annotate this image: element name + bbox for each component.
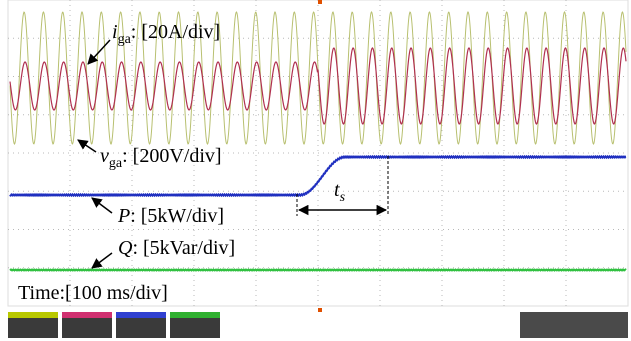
channel-tag (8, 312, 58, 318)
p-label: P: [5kW/div] (117, 205, 224, 227)
oscilloscope-screenshot: iga: [20A/div] vga: [200V/div] P: [5kW/d… (0, 0, 631, 341)
scale: : [5kVar/div] (132, 237, 235, 259)
symbol: Q (118, 237, 133, 259)
q-label: Q: [5kVar/div] (118, 237, 235, 259)
channel-tag (116, 312, 166, 318)
subscript: s (340, 190, 346, 205)
scale: : [200V/div] (122, 145, 221, 167)
trigger-marker (318, 308, 322, 312)
symbol: v (100, 145, 109, 167)
symbol: P (117, 205, 130, 227)
subscript: ga (109, 156, 123, 171)
trigger-marker (318, 0, 322, 4)
channel-tag (170, 312, 220, 318)
subscript: ga (118, 32, 132, 47)
scale: : [5kW/div] (130, 205, 224, 227)
q-trace (10, 270, 626, 271)
scale: : [20A/div] (131, 21, 220, 43)
time-label: Time:[100 ms/div] (18, 282, 168, 304)
channel-tag (62, 312, 112, 318)
timebase-box (520, 312, 628, 338)
